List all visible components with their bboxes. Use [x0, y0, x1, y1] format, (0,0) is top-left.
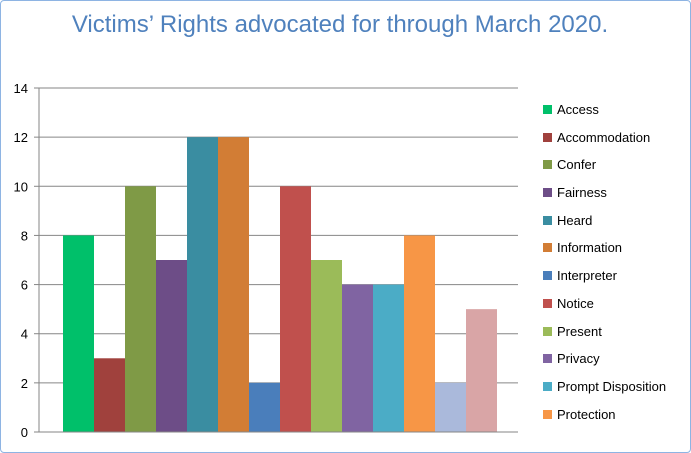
chart-title: Victims’ Rights advocated for through Ma… [71, 11, 609, 38]
legend-swatch [543, 243, 552, 253]
bars [63, 137, 497, 432]
bar [187, 137, 218, 432]
bar [280, 186, 311, 432]
legend-item: Prompt Disposition [543, 373, 688, 401]
legend-label: Heard [557, 212, 593, 228]
legend-item: Privacy [543, 345, 688, 373]
legend-label: Protection [557, 406, 616, 422]
legend-item: Accommodation [543, 124, 688, 152]
y-tick-label: 2 [21, 376, 28, 391]
legend-label: Information [557, 240, 623, 256]
legend-label: Privacy [557, 351, 600, 367]
legend-item: Information [543, 234, 688, 262]
legend-item: Heard [543, 207, 688, 235]
bar [342, 284, 373, 432]
legend-label: Prompt Disposition [557, 378, 667, 394]
bar [466, 309, 497, 432]
bar [94, 358, 125, 432]
gridlines [39, 87, 518, 384]
legend-label: Present [557, 323, 602, 339]
legend-swatch [543, 215, 552, 225]
legend-swatch [543, 409, 552, 419]
legend-item: Interpreter [543, 262, 688, 290]
bar [435, 382, 466, 432]
legend-item: Notice [543, 290, 688, 318]
legend-item: Present [543, 318, 688, 346]
y-tick-label: 10 [14, 179, 28, 194]
legend-swatch [543, 326, 552, 336]
bar [63, 235, 94, 432]
legend-item: Fairness [543, 179, 688, 207]
legend-label: Confer [557, 157, 597, 173]
bar [311, 260, 342, 432]
legend: Access Accommodation Confer Fairness Heard In… [543, 96, 688, 428]
y-tick-label: 0 [21, 425, 28, 440]
legend-swatch [543, 105, 552, 114]
legend-label: Access [557, 102, 599, 117]
legend-swatch [543, 188, 552, 198]
legend-swatch [543, 271, 552, 281]
legend-swatch [543, 298, 552, 308]
bar [156, 260, 187, 432]
legend-item: Confer [543, 151, 688, 179]
legend-item: Access [543, 96, 688, 124]
legend-swatch [543, 381, 552, 391]
axes: 0 2 4 6 8 10 12 14 [14, 81, 518, 440]
legend-swatch [543, 354, 552, 364]
y-tick-label: 14 [14, 81, 28, 96]
y-tick-label: 12 [14, 130, 28, 145]
legend-label: Fairness [557, 185, 607, 201]
legend-item: Protection [543, 401, 688, 429]
bar [373, 284, 404, 432]
bar [125, 186, 156, 432]
legend-label: Interpreter [557, 268, 617, 284]
legend-label: Notice [557, 295, 594, 311]
bar [218, 137, 249, 432]
y-tick-label: 4 [21, 327, 28, 342]
legend-swatch [543, 160, 552, 170]
legend-label: Accommodation [557, 129, 651, 145]
bar [249, 382, 280, 432]
legend-swatch [543, 132, 552, 142]
bar [404, 235, 435, 432]
y-tick-label: 6 [21, 278, 28, 293]
y-tick-label: 8 [21, 228, 28, 243]
